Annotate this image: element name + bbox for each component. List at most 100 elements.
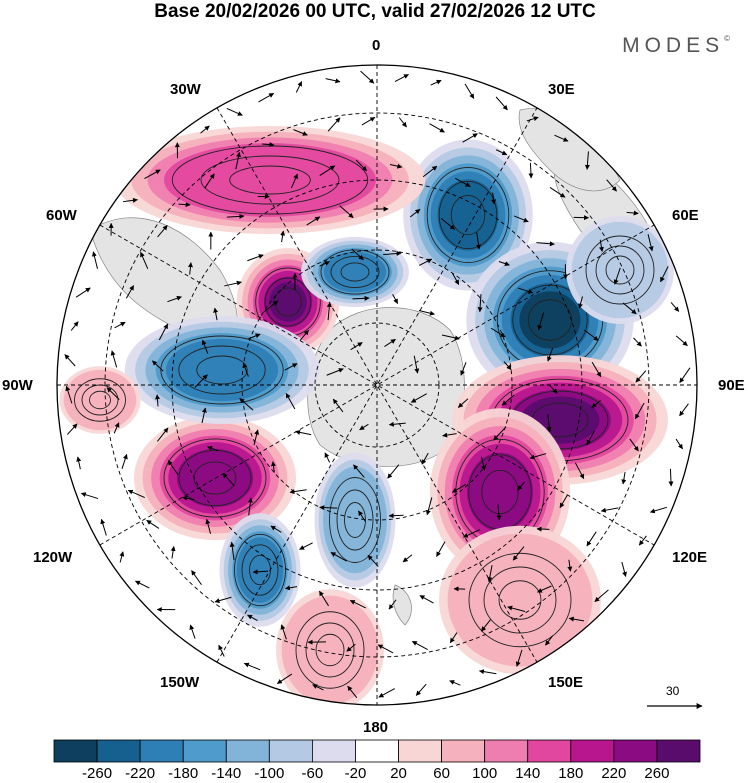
wind-arrow <box>559 494 568 509</box>
anomaly-contour-neg <box>323 466 387 574</box>
wind-arrow <box>332 398 344 413</box>
wind-arrow <box>537 585 552 593</box>
wind-arrow <box>339 205 354 218</box>
wind-arrow <box>327 117 341 132</box>
wind-arrow <box>384 338 396 348</box>
colorbar-tick-label: 100 <box>472 765 498 782</box>
wind-arrow <box>280 624 287 640</box>
wind-arrow <box>306 216 321 226</box>
wind-arrow <box>243 662 261 671</box>
wind-arrow <box>512 546 525 561</box>
lon-label-150w: 150W <box>160 674 200 691</box>
brand-copyright: © <box>724 34 730 43</box>
wind-arrow <box>548 383 558 394</box>
streamline-loop <box>229 165 311 195</box>
wind-arrow <box>498 261 510 267</box>
antarctica-land <box>307 307 465 467</box>
anomaly-contour-neg <box>437 179 499 251</box>
wind-arrow <box>295 429 312 436</box>
wind-arrow <box>528 162 534 179</box>
wind-arrow <box>167 460 179 475</box>
streamline-loop <box>344 502 366 538</box>
wind-arrow <box>568 616 585 622</box>
wind-arrow <box>529 453 547 460</box>
map-boundary <box>56 64 698 706</box>
wind-arrow <box>515 649 523 667</box>
colorbar-tick-label: -140 <box>211 765 242 782</box>
wind-arrow <box>436 541 446 557</box>
wind-arrow <box>144 169 161 180</box>
wind-arrow <box>100 518 107 536</box>
wind-arrow <box>252 569 269 575</box>
colorbar-swatch <box>613 739 658 763</box>
streamline-loop <box>483 566 557 634</box>
wind-arrow <box>121 453 128 469</box>
wind-arrow <box>442 432 457 438</box>
anomaly-contour-pos <box>176 448 254 508</box>
modes-logo: MODES© <box>622 34 730 58</box>
wind-arrow <box>226 107 243 116</box>
wind-arrow <box>325 78 341 84</box>
wind-arrow <box>418 309 435 316</box>
wind-arrow <box>478 669 497 675</box>
wind-arrow <box>546 414 552 433</box>
meridian-line <box>99 224 655 546</box>
colorbar-swatch <box>570 739 615 763</box>
lon-label-120w: 120W <box>33 549 73 566</box>
wind-arrow <box>496 504 502 521</box>
wind-arrow <box>213 307 219 321</box>
wind-arrow <box>449 680 461 686</box>
wind-arrow <box>229 541 235 561</box>
streamline-loop <box>426 166 510 264</box>
streamline-loop <box>163 438 267 518</box>
wind-arrow <box>361 116 376 126</box>
wind-arrow <box>110 350 118 368</box>
wind-arrow <box>119 551 125 563</box>
wind-arrow <box>167 295 182 303</box>
wind-arrow <box>452 273 460 285</box>
wind-arrow <box>394 74 409 82</box>
colorbar-swatch <box>53 739 98 763</box>
wind-arrow <box>547 347 554 362</box>
wind-arrow <box>503 361 512 371</box>
wind-arrow <box>91 251 98 269</box>
wind-arrow <box>324 452 331 463</box>
wind-arrow <box>480 619 491 632</box>
wind-arrow <box>517 287 534 294</box>
anomaly-contour-neg <box>323 251 387 293</box>
wind-arrow <box>351 248 364 261</box>
wind-arrow <box>398 117 407 128</box>
wind-arrow <box>154 394 160 407</box>
lon-label-120e: 120E <box>672 549 708 566</box>
streamline-loop <box>330 255 380 289</box>
wind-arrow <box>634 402 645 420</box>
wind-arrow <box>360 70 375 84</box>
wind-arrow <box>187 262 193 275</box>
wind-arrow <box>429 123 445 133</box>
wind-arrow <box>270 461 276 473</box>
streamline-loop <box>74 378 126 422</box>
wind-arrow <box>247 254 264 262</box>
wind-arrow <box>355 159 367 172</box>
wind-vectors <box>64 70 691 699</box>
reference-vector-label: 30 <box>666 684 680 698</box>
wind-arrow <box>574 462 585 480</box>
wind-arrow <box>660 266 669 283</box>
wind-arrow <box>201 407 207 424</box>
wind-arrow <box>629 438 639 452</box>
wind-arrow <box>319 165 336 177</box>
streamline-loop <box>329 477 381 563</box>
wind-arrow <box>679 367 691 384</box>
wind-arrow <box>346 643 356 652</box>
wind-arrow <box>235 151 241 170</box>
streamline-loop <box>196 355 248 385</box>
wind-arrow <box>621 561 627 578</box>
colorbar-tick-label: -260 <box>82 765 113 782</box>
lon-label-0: 0 <box>372 37 381 54</box>
wind-arrow <box>135 580 150 589</box>
wind-arrow <box>675 438 683 450</box>
meridian-line <box>216 107 538 663</box>
colorbar-swatch <box>182 739 227 763</box>
streamline-loop <box>320 249 390 295</box>
streamline-loop <box>468 552 572 648</box>
